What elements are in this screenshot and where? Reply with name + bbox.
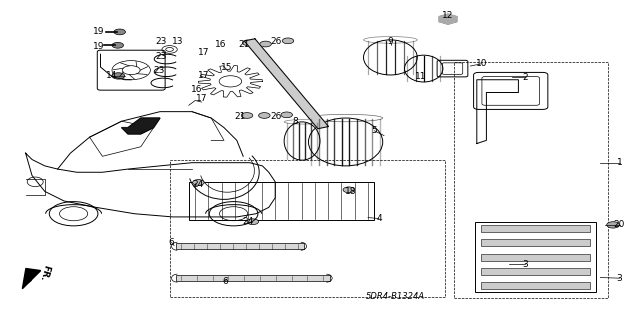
Text: 2: 2: [522, 73, 527, 82]
Text: 10: 10: [476, 59, 487, 68]
Text: 21: 21: [239, 40, 250, 49]
Circle shape: [282, 38, 294, 44]
Circle shape: [281, 112, 292, 118]
Text: 17: 17: [198, 71, 209, 80]
Text: 16: 16: [191, 85, 203, 94]
Bar: [481, 239, 590, 246]
Text: 18: 18: [345, 187, 356, 196]
Polygon shape: [244, 39, 328, 129]
Circle shape: [247, 219, 259, 225]
Text: 16: 16: [215, 40, 227, 49]
Polygon shape: [122, 118, 160, 134]
Text: 23: 23: [156, 52, 167, 61]
Text: 26: 26: [271, 37, 282, 46]
Bar: [170, 160, 445, 297]
Text: 6: 6: [169, 238, 174, 247]
Text: 9: 9: [388, 37, 393, 46]
Text: 3: 3: [617, 274, 622, 283]
Text: 12: 12: [442, 11, 454, 20]
Text: 24: 24: [243, 217, 254, 226]
Text: 6: 6: [223, 277, 228, 286]
Polygon shape: [439, 14, 457, 24]
Bar: [176, 243, 304, 249]
Circle shape: [112, 73, 125, 79]
Text: 5DR4-B1324A: 5DR4-B1324A: [366, 292, 425, 300]
Text: FR.: FR.: [37, 263, 51, 282]
Bar: [481, 282, 590, 289]
Circle shape: [259, 113, 270, 118]
Circle shape: [193, 180, 204, 185]
Text: 21: 21: [234, 112, 246, 121]
Bar: [454, 62, 608, 298]
Text: 26: 26: [271, 112, 282, 121]
Text: 14: 14: [106, 71, 118, 80]
Bar: [475, 222, 596, 292]
Bar: [481, 268, 590, 275]
Text: 17: 17: [198, 48, 209, 57]
Circle shape: [112, 42, 124, 48]
Text: 11: 11: [415, 72, 427, 81]
Circle shape: [241, 113, 253, 118]
Text: 3: 3: [522, 260, 527, 269]
Text: 20: 20: [614, 220, 625, 229]
Text: 4: 4: [376, 214, 381, 223]
Circle shape: [607, 222, 620, 228]
Text: 23: 23: [156, 37, 167, 46]
Bar: [189, 182, 374, 220]
Text: 19: 19: [93, 42, 105, 51]
Text: 8: 8: [293, 117, 298, 126]
Text: 23: 23: [153, 66, 164, 75]
Circle shape: [343, 187, 355, 193]
Text: 5: 5: [372, 126, 377, 135]
Bar: [176, 275, 330, 281]
Text: 19: 19: [93, 27, 105, 36]
Polygon shape: [22, 269, 41, 289]
Text: 24: 24: [193, 180, 204, 189]
Text: 15: 15: [221, 63, 233, 72]
Bar: [481, 254, 590, 261]
Text: 17: 17: [196, 94, 207, 103]
Bar: [481, 225, 590, 232]
Text: 1: 1: [617, 158, 622, 167]
Text: 13: 13: [172, 37, 184, 46]
Circle shape: [260, 41, 271, 47]
Circle shape: [114, 29, 125, 35]
Circle shape: [243, 40, 254, 46]
